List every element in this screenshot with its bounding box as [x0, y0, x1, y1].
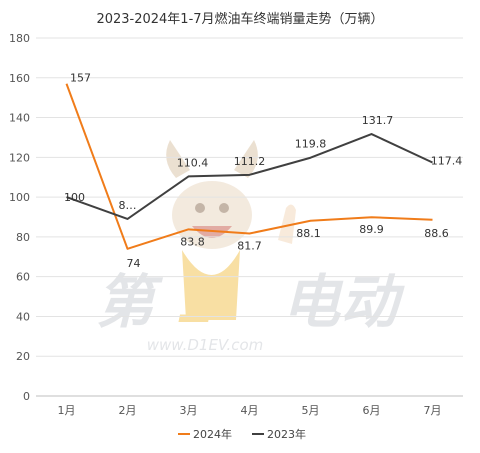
mascot-illustration: [166, 140, 296, 320]
data-labels: 157 74 83.8 81.7 88.1 89.9 88.6 100 8… 110.4 111.2…: [64, 72, 462, 270]
y-tick-label: 0: [23, 390, 30, 403]
y-tick-label: 160: [9, 72, 30, 85]
x-tick-label: 5月: [302, 404, 320, 417]
y-tick-label: 20: [16, 350, 30, 363]
y-tick-label: 60: [16, 271, 30, 284]
series-line: [65, 83, 433, 250]
x-tick-label: 4月: [241, 404, 259, 417]
watermark: 第 1 电动 www.D1EV.com: [96, 140, 405, 354]
x-axis: 1月 2月 3月 4月 5月 6月 7月: [58, 404, 442, 417]
data-label: 110.4: [177, 156, 209, 169]
legend-label: 2024年: [193, 427, 232, 441]
data-label: 74: [127, 257, 141, 270]
data-label: 131.7: [362, 114, 394, 127]
data-label: 117.4: [431, 155, 463, 168]
y-tick-label: 80: [16, 231, 30, 244]
data-label: 100: [64, 191, 85, 204]
x-tick-label: 7月: [424, 404, 442, 417]
data-label: 157: [70, 72, 91, 85]
series-lines: [65, 83, 433, 250]
data-label: 111.2: [234, 155, 266, 168]
y-tick-label: 180: [9, 32, 30, 45]
grid: [36, 37, 463, 397]
series-line: [66, 133, 433, 220]
y-axis: 0 20 40 60 80 100 120 140 160 180: [9, 32, 30, 403]
x-tick-label: 3月: [180, 404, 198, 417]
data-label: 88.6: [424, 227, 449, 240]
y-tick-label: 100: [9, 191, 30, 204]
data-label: 89.9: [359, 223, 384, 236]
legend: 2024年 2023年: [178, 427, 306, 441]
watermark-char-1: 第: [96, 268, 164, 336]
x-tick-label: 6月: [363, 404, 381, 417]
data-label: 83.8: [180, 235, 205, 248]
data-label: 8…: [119, 199, 137, 212]
y-tick-label: 140: [9, 112, 30, 125]
data-label: 88.1: [296, 227, 321, 240]
chart-title: 2023-2024年1-7月燃油车终端销量走势（万辆）: [96, 11, 383, 27]
y-tick-label: 40: [16, 310, 30, 323]
data-label: 81.7: [237, 240, 262, 253]
watermark-url: www.D1EV.com: [147, 336, 264, 354]
x-tick-label: 1月: [58, 404, 76, 417]
watermark-char-2: 1: [176, 268, 216, 336]
watermark-char-3: 电动: [282, 268, 405, 336]
legend-label: 2023年: [267, 427, 306, 441]
y-tick-label: 120: [9, 151, 30, 164]
x-tick-label: 2月: [119, 404, 137, 417]
data-label: 119.8: [295, 138, 327, 151]
